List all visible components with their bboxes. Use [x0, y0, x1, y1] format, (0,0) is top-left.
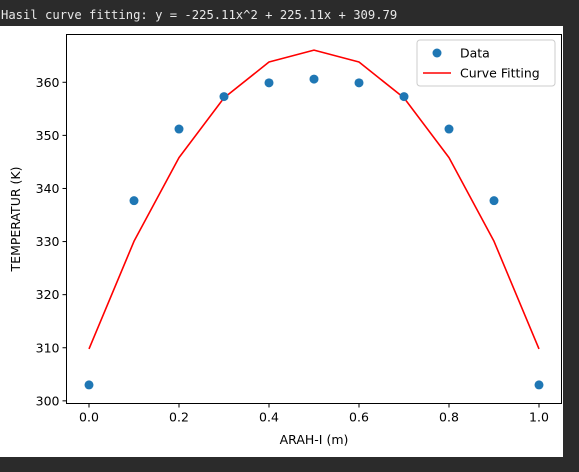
x-tick-label: 0.0: [79, 410, 99, 425]
figure-canvas: 0.0 0.2 0.4 0.6 0.8 1.0 300 310 320 330 340 350 360…: [0, 26, 563, 457]
curve-fitting-line: [88, 49, 540, 350]
x-tick-label: 0.6: [349, 410, 369, 425]
data-point: [174, 124, 184, 134]
data-point: [129, 196, 139, 206]
x-tick-label: 0.4: [259, 410, 279, 425]
legend-box: [416, 39, 556, 87]
y-tick-label: 320: [36, 287, 60, 302]
console-output-line: Hasil curve fitting: y = -225.11x^2 + 22…: [1, 8, 398, 22]
data-point: [309, 74, 319, 84]
y-tick-label: 350: [36, 128, 60, 143]
plot-frame: [66, 34, 562, 404]
data-point: [84, 380, 94, 390]
x-tick-label: 0.8: [439, 410, 459, 425]
data-point: [264, 78, 274, 88]
legend-label: Data: [460, 46, 490, 61]
data-point: [489, 196, 499, 206]
y-tick-label: 360: [36, 75, 60, 90]
y-tick-label: 340: [36, 181, 60, 196]
y-tick-label: 310: [36, 340, 60, 355]
legend: Data Curve Fitting: [416, 39, 556, 87]
data-point: [399, 92, 409, 102]
chart: 0.0 0.2 0.4 0.6 0.8 1.0 300 310 320 330 340 350 360…: [8, 34, 562, 447]
x-tick-label: 0.2: [169, 410, 189, 425]
data-point: [219, 92, 229, 102]
data-point: [354, 78, 364, 88]
y-axis-label: TEMPERATUR (K): [8, 167, 23, 273]
x-axis-label: ARAH-I (m): [280, 432, 349, 447]
y-tick-label: 300: [36, 393, 60, 408]
data-point: [444, 124, 454, 134]
legend-marker-data: [432, 48, 442, 58]
y-tick-label: 330: [36, 234, 60, 249]
data-point: [534, 380, 544, 390]
legend-label: Curve Fitting: [460, 66, 540, 81]
x-tick-label: 1.0: [529, 410, 549, 425]
